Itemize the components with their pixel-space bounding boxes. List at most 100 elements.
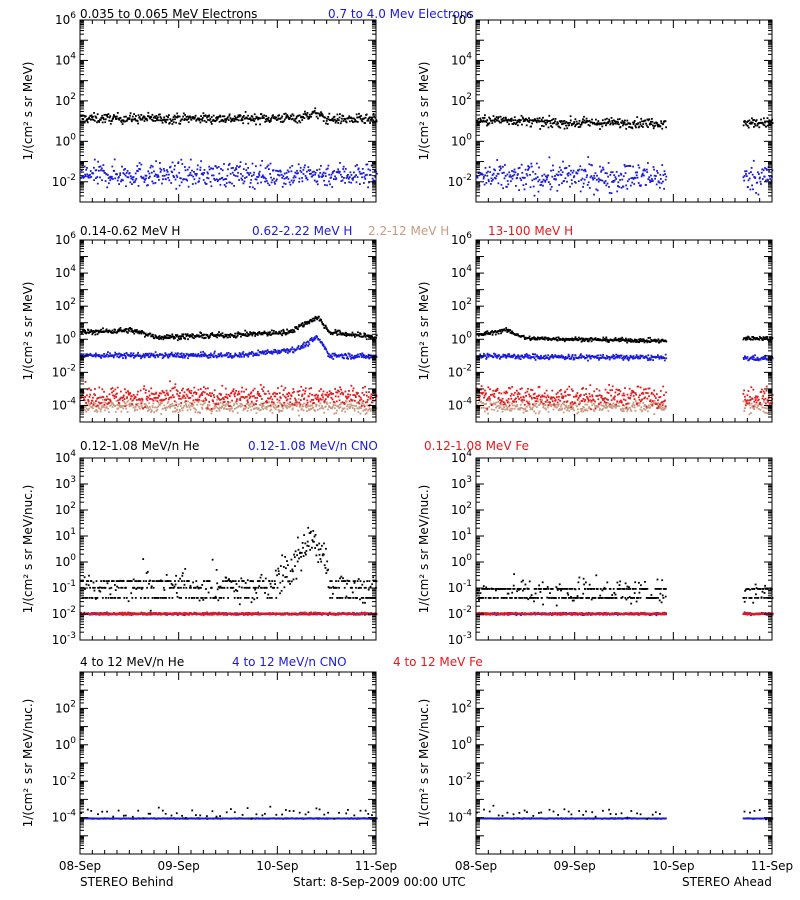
data-point — [201, 392, 203, 394]
data-point — [124, 357, 127, 360]
data-point — [547, 126, 550, 129]
data-point — [257, 407, 260, 410]
data-point — [167, 398, 170, 401]
data-point — [278, 392, 281, 394]
data-point — [255, 165, 257, 168]
data-point — [647, 337, 650, 339]
data-point — [527, 120, 530, 123]
data-point — [323, 179, 325, 182]
data-point — [585, 121, 587, 124]
data-point — [576, 337, 578, 340]
data-point — [128, 172, 131, 174]
data-point — [107, 113, 110, 115]
data-point — [323, 327, 326, 329]
data-point — [299, 121, 302, 124]
data-point — [292, 114, 295, 117]
data-point — [500, 332, 502, 335]
data-point — [176, 408, 179, 411]
data-point — [239, 353, 242, 355]
data-point — [166, 118, 169, 121]
data-point — [567, 172, 570, 174]
data-point — [314, 107, 317, 110]
data-point — [268, 121, 271, 123]
data-point — [100, 396, 102, 399]
data-point — [662, 123, 665, 126]
data-point — [344, 390, 347, 393]
data-point — [267, 390, 270, 393]
data-point — [159, 116, 162, 118]
data-point — [243, 390, 245, 393]
data-point — [228, 408, 231, 410]
data-point — [154, 351, 157, 353]
data-point — [158, 338, 160, 340]
y-tick-label: 10-2 — [52, 363, 76, 379]
data-point — [336, 409, 338, 412]
data-point — [174, 383, 177, 386]
data-point — [286, 407, 288, 410]
data-point — [326, 391, 329, 394]
data-point — [544, 119, 546, 122]
data-point — [151, 406, 154, 409]
data-point — [276, 178, 278, 181]
data-point — [259, 409, 262, 411]
data-point — [176, 176, 179, 178]
data-point — [605, 338, 608, 341]
data-point — [358, 395, 360, 398]
data-point — [763, 124, 766, 127]
data-point — [318, 176, 320, 178]
data-point — [607, 175, 609, 178]
data-point — [176, 334, 179, 336]
data-point — [193, 337, 195, 340]
data-point — [639, 338, 642, 340]
data-point — [353, 357, 355, 360]
data-point — [187, 397, 190, 399]
data-point — [614, 176, 617, 178]
data-point — [219, 178, 221, 180]
data-point — [337, 122, 340, 124]
data-point — [267, 116, 270, 119]
data-point — [122, 179, 124, 182]
data-point — [647, 119, 650, 122]
data-point — [349, 171, 352, 174]
data-point — [280, 409, 283, 412]
data-point — [155, 335, 157, 337]
data-point — [184, 114, 186, 116]
data-point — [264, 180, 266, 183]
data-point — [500, 183, 503, 186]
data-point — [335, 330, 338, 333]
data-point — [313, 170, 315, 173]
data-point — [277, 409, 280, 411]
data-point — [115, 115, 118, 118]
data-point — [269, 120, 272, 122]
data-point — [250, 118, 252, 121]
data-point — [189, 172, 192, 174]
data-point — [193, 171, 195, 173]
data-point — [279, 402, 281, 404]
data-point — [290, 170, 293, 173]
data-point — [654, 124, 657, 127]
data-point — [363, 404, 365, 406]
data-point — [325, 401, 328, 404]
data-point — [330, 173, 333, 176]
data-point — [635, 123, 638, 125]
data-point — [650, 180, 653, 183]
data-point — [364, 401, 367, 404]
data-point — [212, 408, 214, 410]
data-point — [208, 401, 211, 403]
data-point — [238, 332, 240, 334]
data-point — [361, 168, 364, 170]
data-point — [615, 121, 618, 123]
data-point — [177, 162, 179, 165]
data-point — [608, 192, 611, 194]
data-point — [142, 115, 145, 118]
data-point — [287, 170, 290, 173]
data-point — [316, 336, 319, 338]
data-point — [567, 174, 569, 177]
data-point — [118, 183, 120, 185]
data-point — [202, 403, 204, 406]
data-point — [167, 173, 170, 176]
data-point — [541, 124, 543, 127]
data-point — [250, 400, 253, 403]
data-point — [280, 173, 283, 176]
data-point — [485, 182, 488, 184]
